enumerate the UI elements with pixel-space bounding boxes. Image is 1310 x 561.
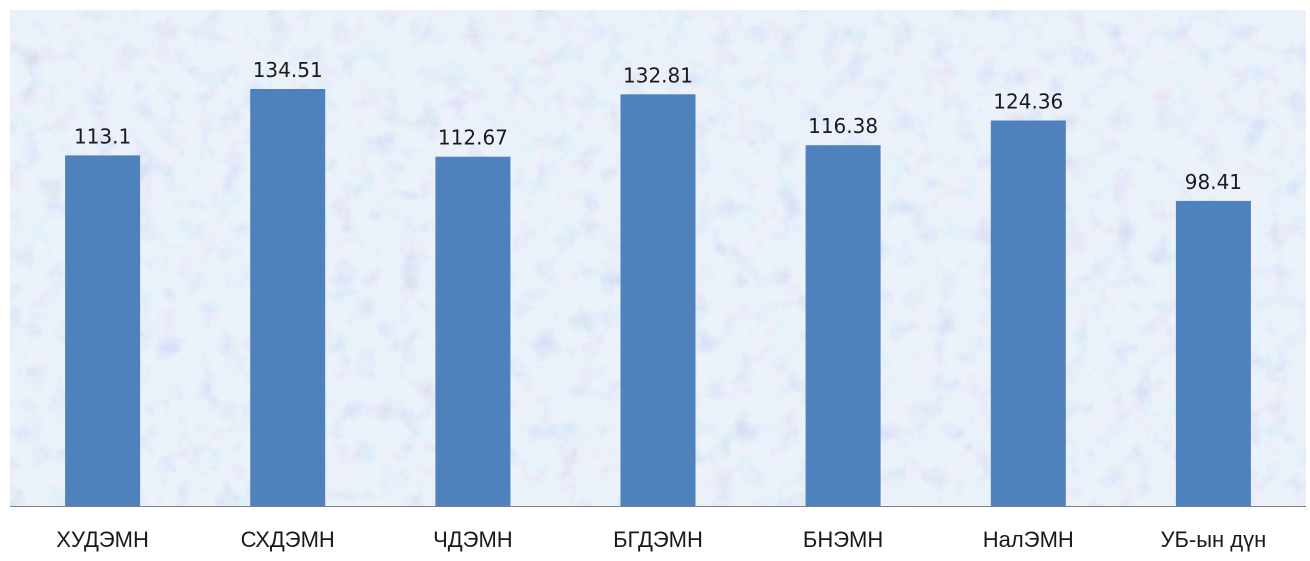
- category-label-1: ХУДЭМН: [56, 527, 149, 552]
- bar-1: [65, 155, 141, 506]
- data-label-3: 112.67: [438, 126, 508, 150]
- bar-5: [805, 145, 881, 506]
- labels-layer: 113.1 134.51 112.67 132.81 116.38 124.36 98.41: [74, 58, 1242, 194]
- data-label-1: 113.1: [74, 124, 131, 148]
- data-label-5: 116.38: [808, 114, 878, 138]
- bar-6: [990, 120, 1066, 506]
- bar-2: [250, 89, 326, 506]
- category-label-6: НалЭМН: [983, 527, 1074, 552]
- category-label-7: УБ-ын дүн: [1160, 527, 1266, 552]
- bars-layer: [65, 89, 1251, 507]
- data-label-2: 134.51: [253, 58, 323, 82]
- category-label-2: СХДЭМН: [241, 527, 335, 552]
- data-label-6: 124.36: [993, 90, 1063, 114]
- bar-3: [435, 156, 511, 506]
- bar-7: [1175, 200, 1251, 506]
- category-label-3: ЧДЭМН: [433, 527, 513, 552]
- category-labels-layer: ХУДЭМН СХДЭМН ЧДЭМН БГДЭМН БНЭМН НалЭМН УБ-ын …: [56, 527, 1266, 552]
- category-label-4: БГДЭМН: [613, 527, 703, 552]
- category-label-5: БНЭМН: [803, 527, 883, 552]
- bar-4: [620, 94, 696, 507]
- data-label-7: 98.41: [1185, 170, 1242, 194]
- data-label-4: 132.81: [623, 63, 693, 87]
